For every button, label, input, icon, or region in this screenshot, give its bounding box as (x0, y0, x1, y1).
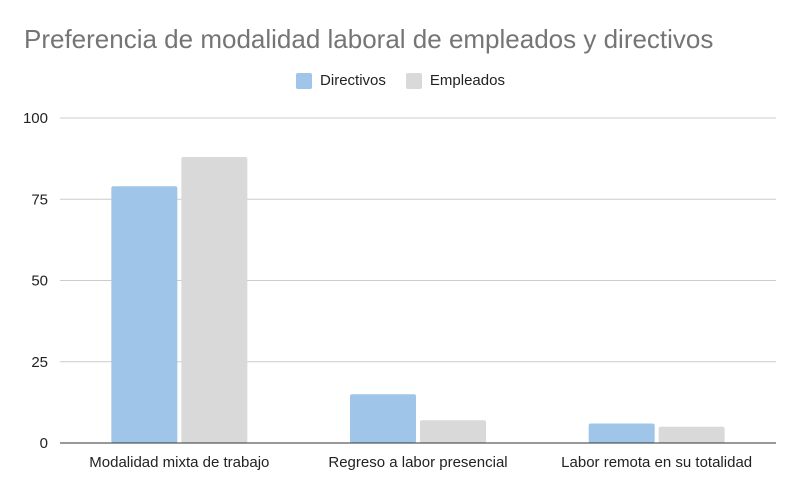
bar-empleados-0[interactable] (181, 157, 248, 443)
legend-swatch-directivos (296, 72, 313, 89)
bar-empleados-2[interactable] (658, 426, 725, 443)
y-tick-label: 100 (23, 110, 48, 127)
bars (111, 157, 725, 444)
legend-label-empleados: Empleados (429, 72, 505, 89)
x-category-label: Modalidad mixta de trabajo (89, 454, 269, 471)
bar-directivos-1[interactable] (350, 394, 416, 443)
bar-empleados-1[interactable] (420, 420, 486, 443)
legend: Directivos Empleados (0, 72, 801, 89)
x-category-label: Regreso a labor presencial (328, 454, 507, 471)
legend-item-empleados[interactable]: Empleados (405, 72, 505, 89)
y-tick-label: 25 (31, 354, 48, 371)
y-axis-ticks: 0 25 50 75 100 (23, 110, 48, 452)
y-tick-label: 50 (31, 273, 48, 290)
y-tick-label: 75 (31, 191, 48, 208)
x-axis-labels: Modalidad mixta de trabajo Regreso a labo… (89, 454, 752, 471)
x-category-label: Labor remota en su totalidad (561, 454, 752, 471)
chart-title: Preferencia de modalidad laboral de empl… (24, 24, 714, 54)
legend-label-directivos: Directivos (320, 72, 386, 89)
bar-directivos-2[interactable] (588, 423, 655, 444)
legend-item-directivos[interactable]: Directivos (296, 72, 386, 89)
gridlines (60, 117, 776, 363)
y-tick-label: 0 (40, 435, 48, 452)
legend-swatch-empleados (405, 72, 422, 89)
bar-directivos-0[interactable] (111, 186, 178, 443)
